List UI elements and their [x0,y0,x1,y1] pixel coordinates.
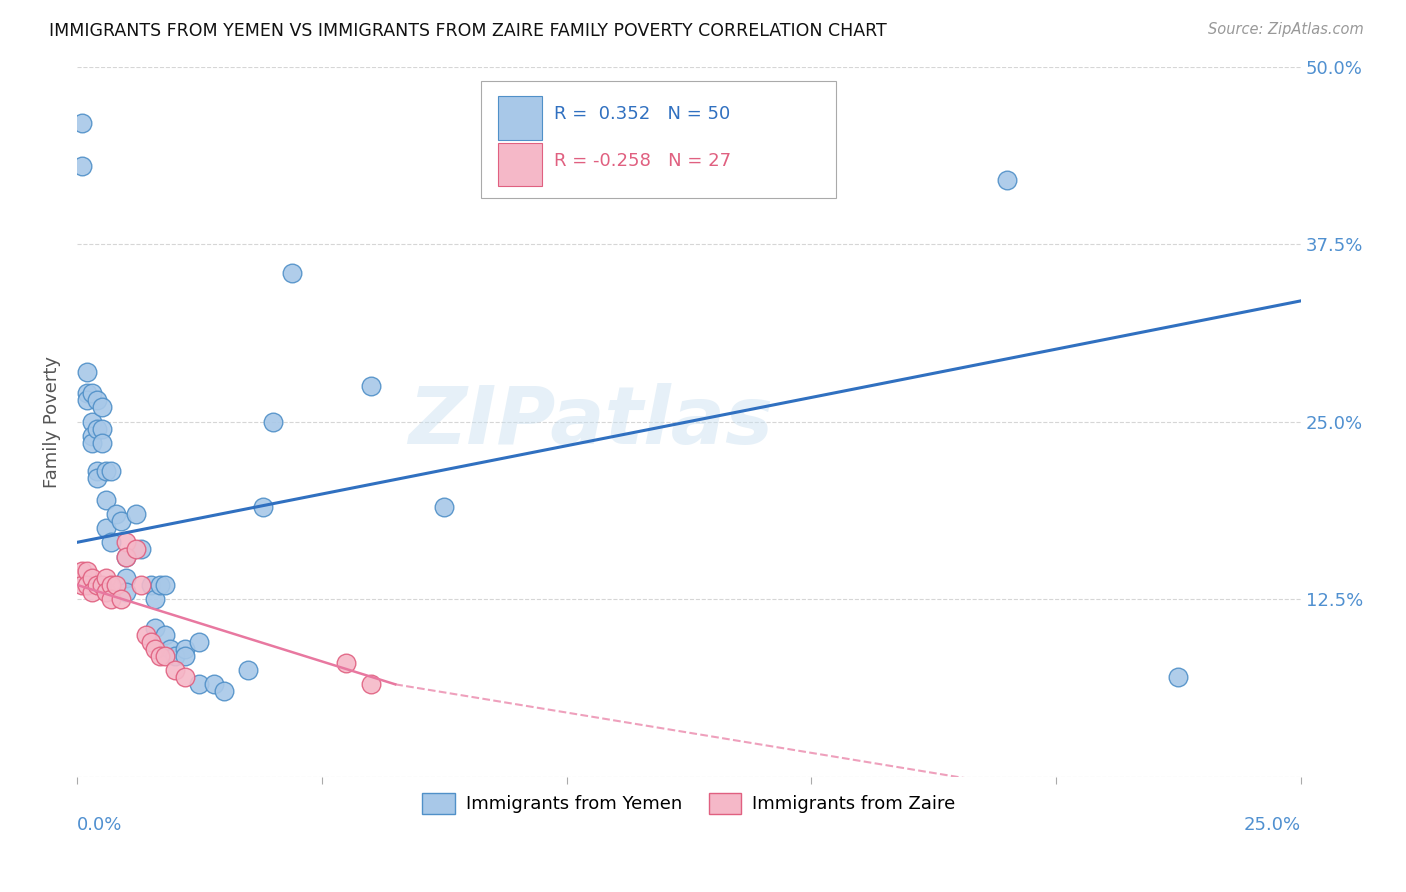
Point [76,365,98,379]
FancyBboxPatch shape [498,143,543,186]
Point [70,116,93,130]
Point [100,592,122,607]
Point [139,634,162,648]
Point [96,521,118,535]
Point [149,648,172,663]
Point [115,549,138,564]
Point [145,641,167,656]
Y-axis label: Family Poverty: Family Poverty [44,356,60,488]
Text: 0.0%: 0.0% [77,815,122,834]
Point [125,507,148,521]
Point [281,266,304,280]
FancyBboxPatch shape [481,81,835,198]
Point [145,620,167,634]
FancyBboxPatch shape [498,96,543,140]
Point [100,535,122,549]
Point [212,684,235,698]
Point [86,471,108,485]
Point [80,585,103,599]
Point [96,571,118,585]
Point [70,159,93,173]
Point [80,429,103,443]
Point [110,592,132,607]
Point [262,415,284,429]
Point [100,578,122,592]
Point [76,564,98,578]
Point [188,634,211,648]
Point [159,641,181,656]
Point [252,500,274,514]
Point [149,578,172,592]
Text: 25.0%: 25.0% [1243,815,1301,834]
Point [70,564,93,578]
Point [153,627,176,641]
Text: ZIPatlas: ZIPatlas [409,383,773,460]
Point [153,648,176,663]
Point [96,585,118,599]
Point [76,386,98,401]
Point [1167,670,1189,684]
Point [115,549,138,564]
Point [105,507,128,521]
Point [90,436,112,450]
Text: Source: ZipAtlas.com: Source: ZipAtlas.com [1208,22,1364,37]
Point [995,173,1018,187]
Point [135,627,157,641]
Point [163,663,186,677]
Point [80,571,103,585]
Point [115,571,138,585]
Point [163,648,186,663]
Point [86,464,108,478]
Point [86,422,108,436]
Point [433,500,456,514]
Text: R =  0.352   N = 50: R = 0.352 N = 50 [554,105,731,123]
Point [110,514,132,528]
Point [188,677,211,691]
Text: IMMIGRANTS FROM YEMEN VS IMMIGRANTS FROM ZAIRE FAMILY POVERTY CORRELATION CHART: IMMIGRANTS FROM YEMEN VS IMMIGRANTS FROM… [49,22,887,40]
Legend: Immigrants from Yemen, Immigrants from Zaire: Immigrants from Yemen, Immigrants from Z… [415,786,963,821]
Point [360,677,382,691]
Point [202,677,225,691]
Point [76,578,98,592]
Point [86,393,108,408]
Point [129,542,152,557]
Point [115,585,138,599]
Point [335,656,357,670]
Point [96,492,118,507]
Point [115,535,138,549]
Point [105,578,128,592]
Point [80,415,103,429]
Point [173,648,195,663]
Point [125,542,148,557]
Point [90,578,112,592]
Point [90,401,112,415]
Point [80,436,103,450]
Point [238,663,260,677]
Point [173,670,195,684]
Point [153,578,176,592]
Point [86,578,108,592]
Point [360,379,382,393]
Point [96,464,118,478]
Point [70,578,93,592]
Point [100,464,122,478]
Point [76,393,98,408]
Point [80,386,103,401]
Point [145,592,167,607]
Point [90,422,112,436]
Point [173,641,195,656]
Text: R = -0.258   N = 27: R = -0.258 N = 27 [554,152,731,170]
Point [139,578,162,592]
Point [129,578,152,592]
